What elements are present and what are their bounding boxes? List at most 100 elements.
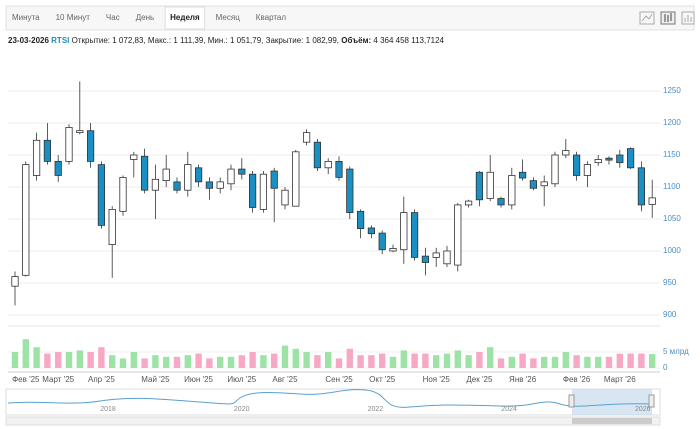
candle-body — [108, 208, 116, 245]
volume-bar — [465, 355, 472, 368]
navigator-handle[interactable] — [648, 394, 655, 408]
candle-body — [259, 173, 268, 210]
candle-body — [529, 180, 538, 189]
volume-bar — [303, 352, 310, 368]
candle-body — [356, 210, 365, 230]
tab[interactable]: Месяц — [216, 13, 241, 22]
info-part: 1 082,99, — [306, 36, 339, 45]
tab[interactable]: Неделя — [170, 13, 200, 22]
candle-body — [281, 189, 289, 206]
candle-body — [324, 160, 332, 169]
volume-bar — [260, 355, 267, 368]
x-tick-label: Апр '25 — [88, 375, 115, 384]
navigator-year: 2024 — [501, 406, 517, 413]
volume-bar — [98, 347, 105, 368]
navigator-handle[interactable] — [568, 394, 575, 408]
volume-bar — [281, 345, 289, 368]
candle-body — [562, 150, 570, 156]
tab[interactable]: День — [136, 13, 154, 22]
tab-bar — [5, 5, 695, 31]
volume-bar — [55, 352, 62, 368]
volume-bar — [433, 355, 440, 368]
candle-body — [97, 164, 105, 226]
volume-bar — [44, 353, 51, 368]
y-tick-label: 950 — [663, 278, 677, 287]
candle-body — [605, 157, 613, 161]
navigator-year: 2026 — [635, 406, 651, 413]
volume-bar — [530, 358, 537, 368]
icon-line-glyph — [641, 13, 653, 22]
volume-bar — [584, 356, 591, 368]
info-line: 23-03-2026 RTSI Открытие: 1 072,83, Макс… — [8, 36, 445, 45]
candle-body — [627, 148, 635, 169]
candle-body — [54, 160, 62, 176]
tab[interactable]: Квартал — [256, 13, 287, 22]
candle-body — [335, 160, 343, 178]
candle-body — [65, 127, 73, 162]
candle-body — [162, 168, 170, 182]
x-tick-label: Дек '25 — [466, 375, 493, 384]
icon-bars[interactable] — [681, 11, 695, 25]
toolbar-icons[interactable] — [639, 11, 695, 25]
candle-body — [130, 154, 138, 160]
volume-bar — [443, 353, 451, 368]
y-tick-label: 1100 — [663, 182, 681, 191]
info-part: 1 051,79, — [230, 36, 263, 45]
volume-bar — [562, 352, 569, 368]
candle-body — [119, 176, 127, 212]
volume-bar — [33, 347, 40, 368]
candle-body — [432, 252, 440, 258]
tab[interactable]: Минута — [12, 13, 40, 22]
x-tick-label: Июн '25 — [184, 375, 213, 384]
volume-bar — [649, 354, 656, 368]
info-part: Мин.: — [208, 36, 228, 45]
tab[interactable]: Час — [106, 13, 120, 22]
candle-body — [400, 212, 408, 251]
volume-bar — [454, 350, 461, 368]
info-part: 23-03-2026 — [8, 36, 49, 45]
y-tick-label: 900 — [663, 310, 677, 319]
volume-bar — [638, 353, 645, 368]
candle-body — [346, 168, 354, 214]
candle-body — [464, 200, 473, 206]
x-tick-label: Май '25 — [141, 375, 170, 384]
candle-body — [508, 175, 516, 206]
candle-body — [410, 212, 419, 258]
volume-bar — [217, 356, 224, 368]
volume-bar — [163, 356, 170, 368]
volume-bar — [487, 347, 494, 368]
candle-body — [11, 276, 19, 287]
volume-bar — [519, 353, 526, 368]
y-tick-label: 1250 — [663, 86, 681, 95]
volume-bar — [411, 353, 418, 368]
volume-bar — [508, 356, 515, 368]
candle-body — [22, 164, 30, 276]
candle-body — [486, 171, 494, 199]
candle-body — [594, 159, 602, 164]
candle-body — [616, 154, 624, 164]
volume-bar — [476, 352, 483, 368]
volume-bar — [22, 339, 29, 368]
volume-bar — [184, 355, 191, 368]
volume-bar — [551, 356, 559, 368]
volume-bar — [271, 353, 278, 368]
navigator-year: 2020 — [234, 406, 250, 413]
navigator-selection[interactable] — [572, 389, 652, 415]
volume-bar — [400, 350, 407, 368]
tab[interactable]: 10 Минут — [56, 13, 91, 22]
candle-body — [194, 167, 203, 183]
icon-line[interactable] — [639, 11, 655, 25]
volume-bar — [357, 355, 364, 368]
x-tick-label: Фев '26 — [563, 375, 591, 384]
volume-bar — [422, 353, 429, 368]
candle-body — [378, 232, 386, 251]
navigator-line — [7, 389, 653, 408]
scrollbar[interactable] — [5, 416, 661, 426]
candle-body — [87, 130, 95, 162]
volume-bar — [368, 355, 375, 368]
candle-body — [238, 168, 246, 175]
icon-bars-glyph — [684, 15, 692, 22]
volume-bar — [152, 355, 159, 368]
scrollbar-thumb[interactable] — [572, 418, 652, 424]
